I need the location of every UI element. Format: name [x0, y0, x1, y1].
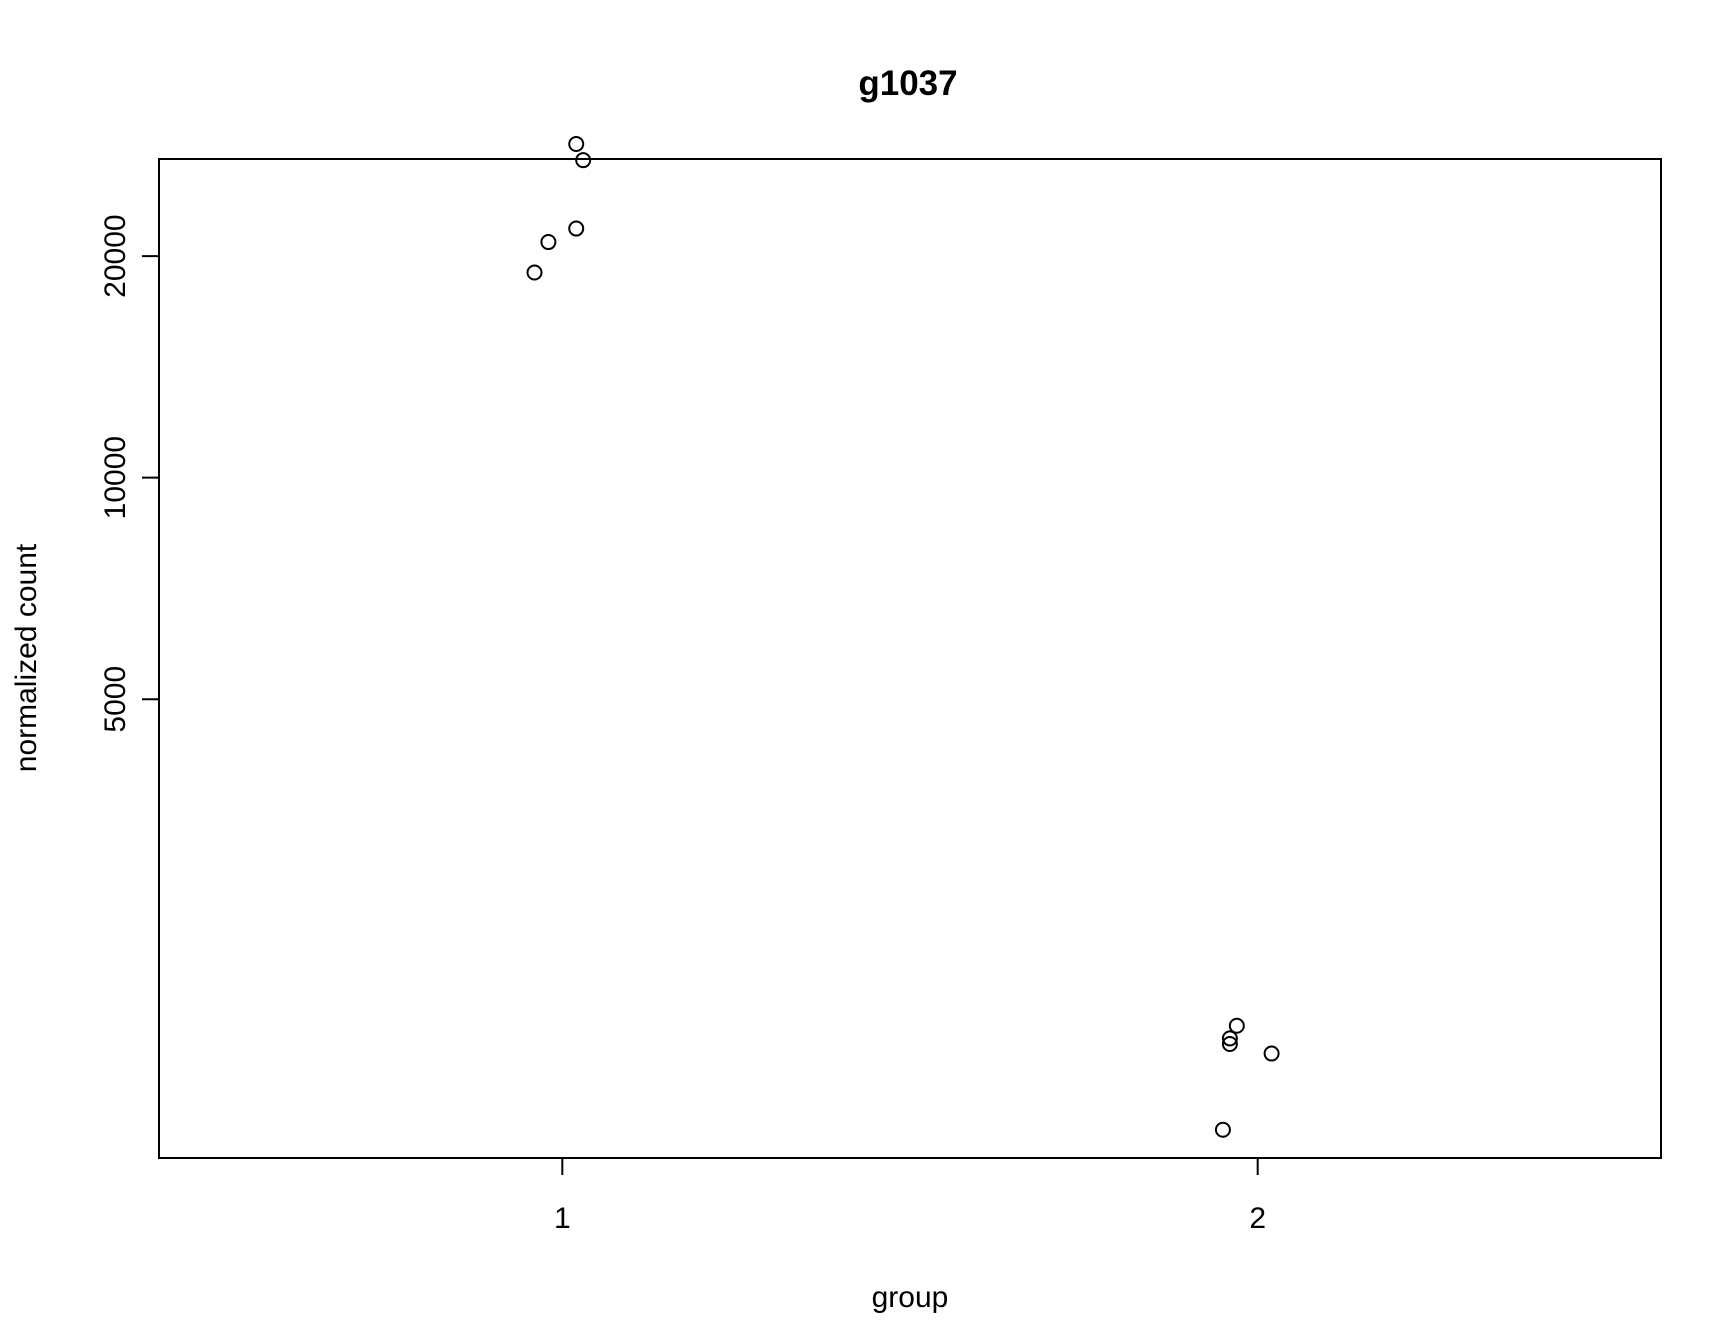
x-tick-label: 2	[1249, 1202, 1266, 1235]
y-tick-label: 20000	[99, 214, 132, 297]
chart-title: g1037	[858, 64, 957, 103]
y-tick-label: 5000	[99, 666, 132, 733]
y-tick-label: 10000	[99, 436, 132, 519]
y-axis: 5000 10000 20000	[99, 214, 160, 733]
x-tick-label: 1	[554, 1202, 571, 1235]
y-axis-label: normalized count	[10, 543, 43, 772]
plot-frame	[158, 158, 1662, 1159]
data-point	[540, 234, 557, 251]
data-point	[1263, 1045, 1280, 1062]
data-point	[568, 136, 585, 153]
data-point	[568, 220, 585, 237]
data-point	[1214, 1121, 1231, 1138]
data-point	[1228, 1017, 1245, 1034]
data-point	[575, 152, 592, 169]
data-points	[526, 136, 1280, 1138]
data-point	[1221, 1030, 1238, 1047]
data-point	[1221, 1035, 1238, 1052]
x-axis-label: group	[872, 1281, 949, 1314]
data-point	[526, 264, 543, 281]
